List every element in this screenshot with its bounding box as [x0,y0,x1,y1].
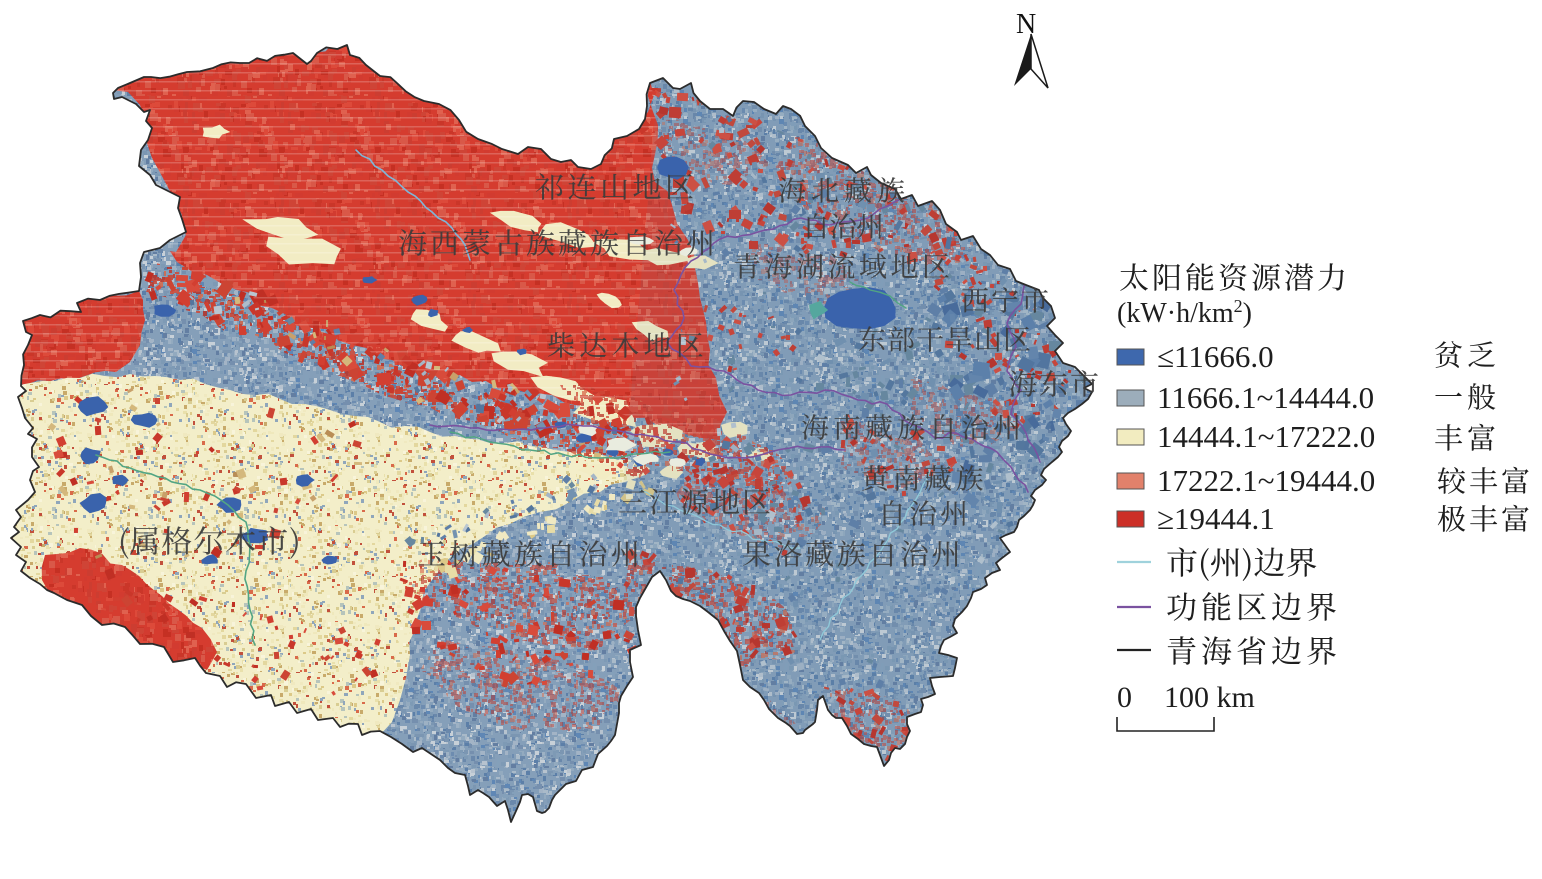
svg-text:17222.1~19444.0: 17222.1~19444.0 [1157,463,1375,498]
svg-text:≤11666.0: ≤11666.0 [1157,339,1274,374]
svg-text:0: 0 [1117,681,1132,714]
svg-text:100 km: 100 km [1164,681,1255,714]
svg-text:(kW·h/km2): (kW·h/km2) [1117,296,1252,329]
svg-text:≥19444.1: ≥19444.1 [1157,501,1275,536]
svg-text:14444.1~17222.0: 14444.1~17222.0 [1157,419,1375,454]
svg-text:11666.1~14444.0: 11666.1~14444.0 [1157,380,1374,415]
svg-text:N: N [1016,9,1036,40]
